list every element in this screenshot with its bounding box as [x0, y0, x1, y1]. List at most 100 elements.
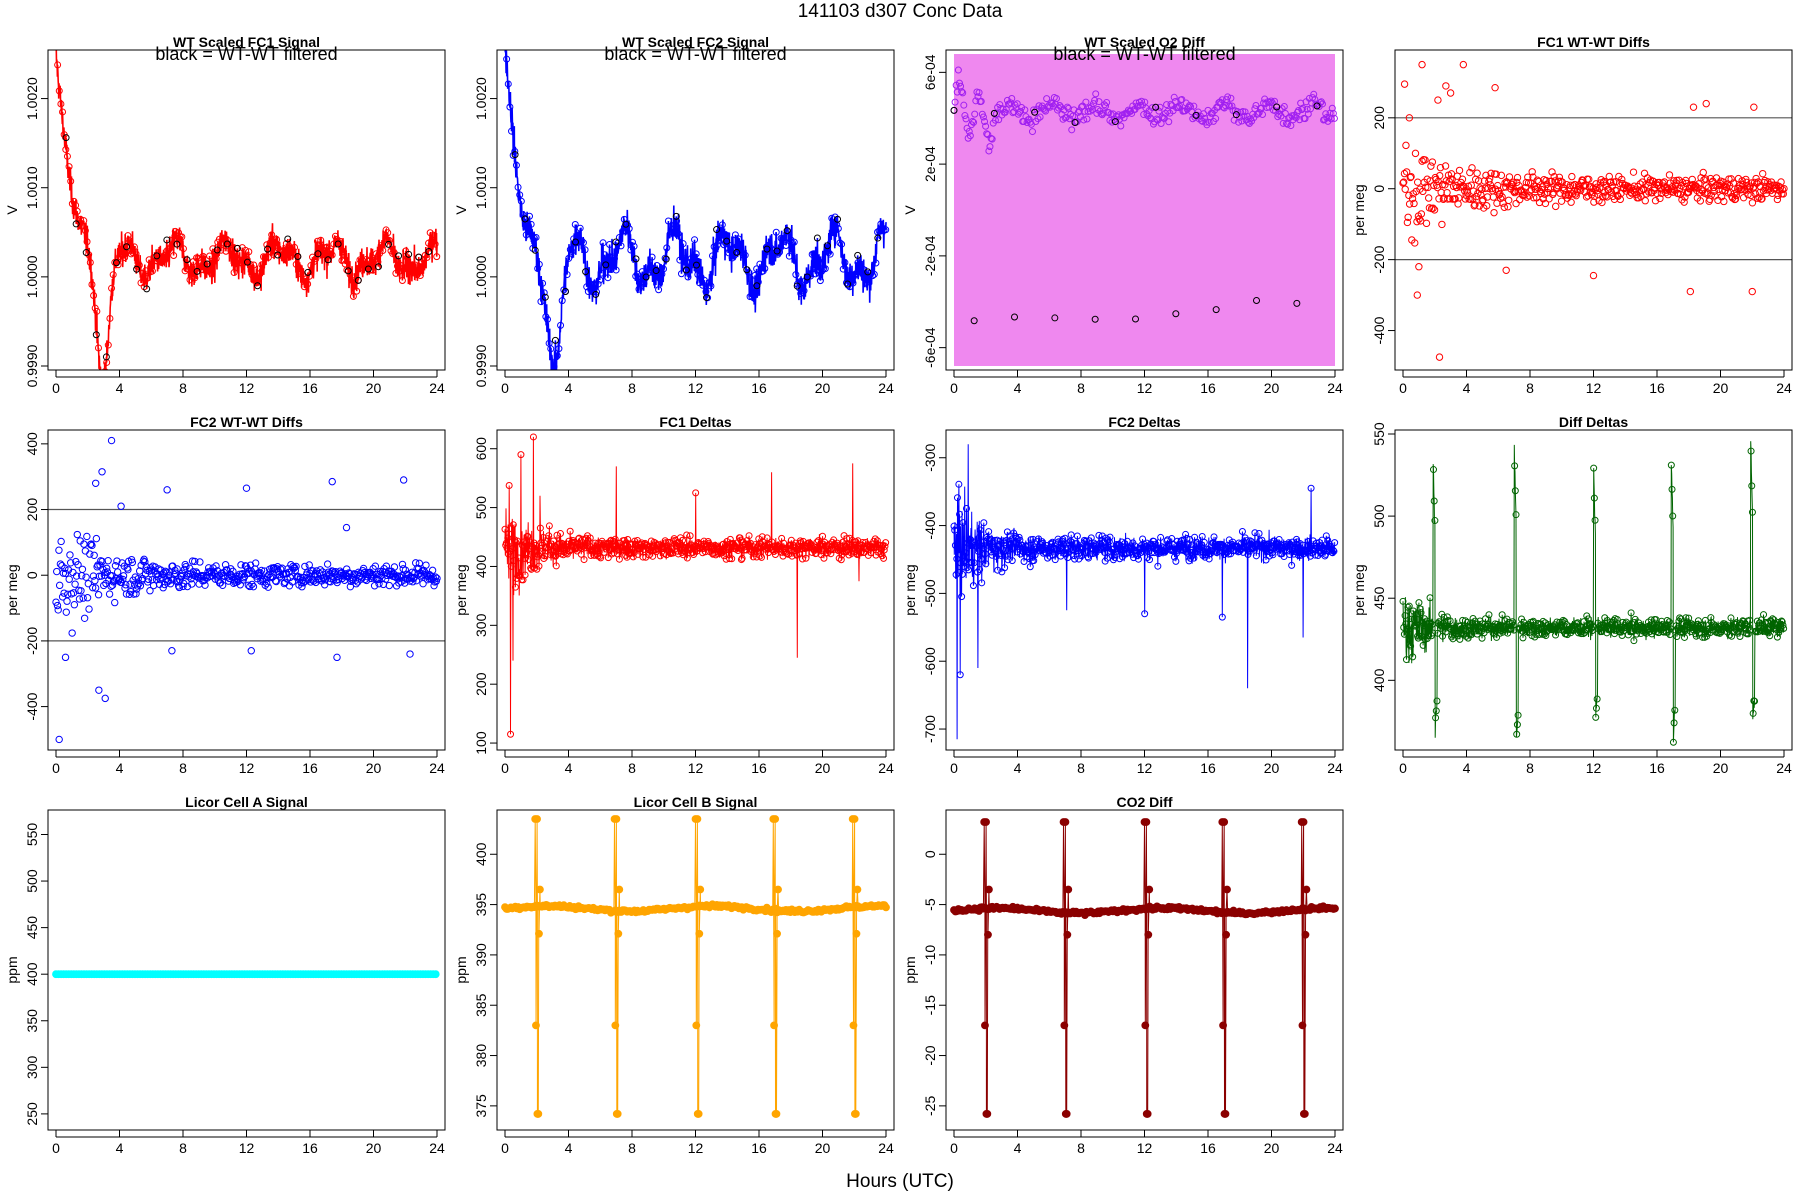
data-point — [1106, 533, 1114, 541]
data-point — [1036, 113, 1044, 121]
data-point — [413, 271, 421, 279]
data-point — [1410, 199, 1418, 208]
data-point — [1433, 697, 1441, 705]
panel-title: FC1 Deltas — [659, 414, 732, 430]
filtered-point — [622, 220, 630, 228]
data-point — [1182, 548, 1190, 556]
filtered-point — [1293, 299, 1301, 307]
data-point — [1216, 98, 1224, 106]
data-point — [537, 298, 545, 306]
data-point — [1491, 83, 1499, 92]
data-point — [258, 261, 266, 269]
data-point — [1592, 704, 1600, 712]
data-point — [229, 567, 237, 576]
data-point — [73, 530, 81, 539]
x-tick-label: 4 — [1014, 380, 1022, 396]
y-tick-label: -400 — [1371, 316, 1387, 344]
data-point — [1750, 103, 1758, 111]
data-point — [191, 557, 199, 566]
data-point — [1022, 542, 1030, 550]
data-point — [966, 132, 974, 140]
data-point — [1165, 118, 1173, 126]
y-tick-label: 200 — [473, 672, 489, 696]
data-point — [615, 885, 624, 894]
data-point — [390, 563, 399, 571]
data-point — [1222, 930, 1230, 939]
data-point — [57, 537, 65, 546]
data-point — [411, 261, 419, 269]
data-point — [751, 271, 759, 279]
data-point — [1502, 183, 1510, 191]
data-point — [1670, 719, 1678, 727]
data-point — [1727, 614, 1735, 622]
data-point — [683, 554, 691, 562]
data-point — [637, 278, 645, 286]
data-point — [59, 108, 67, 116]
data-point — [199, 252, 207, 260]
y-axis-label: per meg — [1351, 564, 1367, 615]
data-point — [292, 562, 300, 571]
data-point — [610, 254, 618, 262]
x-tick-label: 0 — [52, 760, 60, 776]
data-point — [1255, 530, 1263, 538]
data-point — [1738, 177, 1746, 185]
data-point — [956, 510, 964, 518]
data-point — [1300, 1110, 1309, 1118]
data-point — [711, 541, 719, 549]
filtered-point — [163, 236, 171, 244]
data-point — [1513, 721, 1521, 729]
filtered-point — [773, 247, 781, 255]
data-point — [1071, 555, 1079, 563]
data-point — [1026, 563, 1034, 571]
data-point — [981, 1021, 989, 1030]
filtered-point — [642, 273, 650, 281]
data-point — [371, 562, 380, 570]
data-point — [1138, 97, 1146, 105]
data-point — [1143, 539, 1151, 547]
data-point — [1399, 179, 1407, 187]
data-point — [774, 250, 782, 258]
data-point — [1554, 177, 1563, 186]
data-point — [385, 236, 393, 244]
data-point — [1046, 552, 1054, 560]
data-point — [1699, 621, 1707, 629]
data-point — [882, 903, 890, 912]
data-point — [609, 253, 617, 261]
data-point — [432, 577, 440, 585]
data-point — [141, 558, 149, 566]
data-point — [1471, 201, 1479, 209]
y-axis-label: V — [902, 205, 918, 215]
data-point — [873, 537, 881, 545]
data-point — [547, 551, 555, 559]
data-point — [1008, 94, 1016, 102]
data-point — [1310, 90, 1318, 98]
x-tick-label: 8 — [628, 1140, 636, 1156]
data-point — [642, 553, 650, 561]
data-point — [554, 541, 562, 549]
data-point — [380, 565, 388, 573]
data-point — [977, 555, 985, 563]
data-point — [1134, 555, 1142, 563]
data-point — [206, 252, 214, 260]
data-point — [1434, 96, 1442, 104]
data-point — [517, 197, 525, 205]
data-point — [508, 127, 516, 135]
data-point — [401, 566, 410, 574]
y-tick-label: -200 — [24, 627, 40, 655]
data-point — [1299, 818, 1308, 826]
data-point — [1047, 539, 1055, 547]
data-point — [770, 1021, 778, 1030]
data-point — [1200, 538, 1208, 546]
data-point — [1437, 188, 1445, 197]
x-tick-label: 16 — [1649, 760, 1665, 776]
data-point — [1778, 618, 1786, 626]
data-point — [1021, 542, 1029, 550]
x-tick-label: 24 — [1327, 1140, 1343, 1156]
data-point — [653, 261, 661, 269]
y-tick-label: -200 — [1371, 245, 1387, 273]
plot-frame — [47, 49, 446, 371]
data-point — [686, 532, 694, 540]
data-point — [1773, 633, 1781, 641]
data-point — [369, 266, 377, 274]
data-point — [377, 242, 385, 250]
